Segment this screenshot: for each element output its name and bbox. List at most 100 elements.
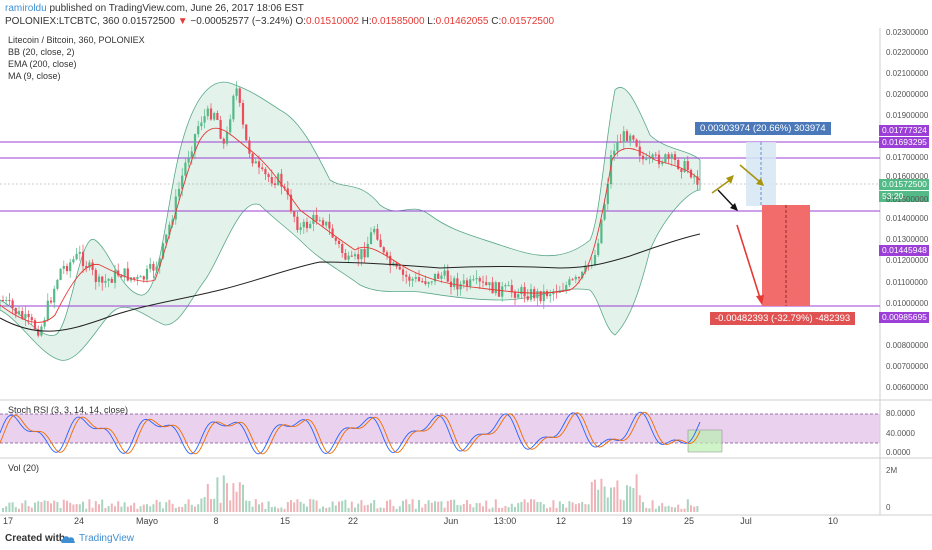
candle-body <box>539 291 542 302</box>
volume-bar <box>152 504 155 512</box>
volume-bar <box>610 487 612 512</box>
volume-bar <box>146 504 148 512</box>
volume-bar <box>43 500 46 512</box>
volume-bar <box>667 505 670 512</box>
candle-body <box>565 285 568 291</box>
volume-bar <box>466 500 468 512</box>
time-tick: 13:00 <box>493 516 517 526</box>
candle-body <box>289 194 293 212</box>
candle-body <box>619 141 622 143</box>
volume-bar <box>341 500 344 512</box>
volume-bar <box>661 503 664 512</box>
candle-body <box>149 263 152 269</box>
long-measure-label[interactable]: 0.00303974 (20.66%) 303974 <box>695 122 831 135</box>
volume-bar <box>130 505 132 512</box>
main-pane[interactable] <box>0 28 880 400</box>
volume-bar <box>75 504 78 512</box>
candle-body <box>104 280 107 283</box>
volume-bar <box>245 500 248 512</box>
legend-volume[interactable]: Vol (20) <box>8 463 40 473</box>
volume-bar <box>126 506 129 512</box>
volume-bar <box>546 508 548 512</box>
price-tick: 0.01100000 <box>886 278 928 287</box>
candle-body <box>126 268 129 281</box>
candle-body <box>91 262 94 270</box>
volume-bar <box>437 501 440 512</box>
candle-body <box>267 174 270 178</box>
volume-bar <box>632 488 635 512</box>
candle-body <box>517 294 520 298</box>
volume-bar <box>622 500 625 512</box>
volume-bar <box>200 498 203 512</box>
volume-bar <box>299 501 302 512</box>
candle-body <box>209 108 213 120</box>
high-value: 0.01585000 <box>371 16 425 27</box>
volume-bar <box>578 503 580 512</box>
volume-bar <box>606 497 609 512</box>
candle-body <box>430 281 433 283</box>
candle-body <box>533 289 536 299</box>
volume-bar <box>354 507 356 512</box>
candle-body <box>37 329 40 336</box>
legend-stoch[interactable]: Stoch RSI (3, 3, 14, 14, close) <box>8 405 129 415</box>
volume-bar <box>587 504 590 512</box>
candle-body <box>168 224 171 235</box>
volume-bar <box>379 507 382 512</box>
candle-body <box>632 135 635 140</box>
short-measure-label[interactable]: -0.00482393 (-32.79%) -482393 <box>710 312 856 325</box>
volume-bar <box>597 489 600 512</box>
volume-bar <box>258 504 260 512</box>
candle-body <box>507 285 510 287</box>
volume-bar <box>219 502 222 512</box>
cloud-icon <box>60 536 76 543</box>
volume-bar <box>398 506 401 512</box>
candle-body <box>625 131 629 141</box>
candle-body <box>414 277 417 279</box>
volume-bar <box>482 506 484 512</box>
candle-body <box>664 154 667 163</box>
candle-body <box>145 268 149 280</box>
price-tick: 0.00700000 <box>886 362 929 371</box>
volume-bar <box>421 507 424 512</box>
candle-body <box>181 175 184 189</box>
ema-200-line <box>0 233 701 332</box>
volume-bar <box>238 482 241 512</box>
candle-body <box>283 186 286 189</box>
candle-body <box>53 288 56 303</box>
candle-body <box>501 286 504 297</box>
legend-ma[interactable]: MA (9, close) <box>8 71 61 81</box>
volume-bar <box>306 506 308 512</box>
legend-bb[interactable]: BB (20, close, 2) <box>8 47 75 57</box>
open-label: O: <box>295 16 307 27</box>
candle-body <box>110 278 113 283</box>
volume-bar <box>539 502 542 512</box>
volume-bar <box>296 499 299 512</box>
candle-body <box>174 196 177 220</box>
volume-bar <box>213 498 216 512</box>
volume-bar <box>50 503 52 512</box>
candle-body <box>49 300 53 303</box>
tradingview-brand[interactable]: TradingView <box>79 533 135 544</box>
price-tick: 0.01200000 <box>886 256 929 265</box>
volume-bar <box>120 506 123 512</box>
stoch-highlight-box[interactable] <box>687 429 723 453</box>
volume-bar <box>424 503 427 512</box>
volume-bar <box>440 501 443 512</box>
candle-body <box>81 251 85 267</box>
volume-bar <box>456 504 459 512</box>
candle-body <box>363 248 366 258</box>
candle-body <box>309 223 312 229</box>
volume-bar <box>677 504 680 512</box>
candle-body <box>321 220 325 226</box>
candle-body <box>411 278 414 281</box>
volume-bar <box>536 501 539 512</box>
candle-body <box>273 183 277 185</box>
tag-bg-timer <box>879 191 929 202</box>
candle-body <box>696 176 699 185</box>
legend-ema[interactable]: EMA (200, close) <box>8 59 77 69</box>
candle-body <box>459 283 462 290</box>
candle-body <box>616 141 619 151</box>
stoch-d-line <box>0 411 701 455</box>
author-link[interactable]: ramiroldu <box>5 3 47 14</box>
